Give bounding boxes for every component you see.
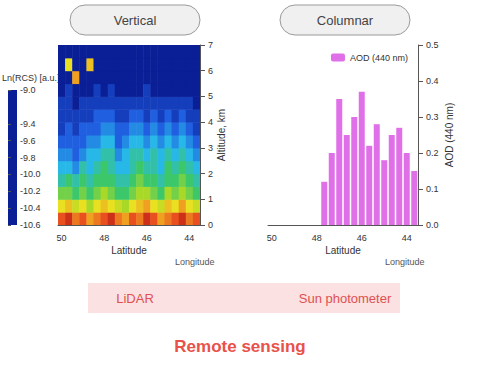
svg-text:2: 2 bbox=[208, 169, 213, 179]
svg-text:46: 46 bbox=[142, 233, 152, 243]
svg-text:-9.6: -9.6 bbox=[20, 136, 36, 146]
svg-text:7: 7 bbox=[208, 40, 213, 50]
svg-text:Ln(RCS) [a.u.]: Ln(RCS) [a.u.] bbox=[2, 73, 60, 83]
svg-text:-10.6: -10.6 bbox=[20, 220, 41, 230]
svg-text:46: 46 bbox=[357, 233, 367, 243]
svg-text:4: 4 bbox=[208, 117, 213, 127]
svg-text:Latitude: Latitude bbox=[111, 245, 147, 256]
svg-text:-10.2: -10.2 bbox=[20, 186, 41, 196]
svg-text:Sun photometer: Sun photometer bbox=[299, 291, 392, 306]
svg-text:6: 6 bbox=[208, 66, 213, 76]
svg-text:-9.8: -9.8 bbox=[20, 153, 36, 163]
svg-text:48: 48 bbox=[99, 233, 109, 243]
svg-text:1: 1 bbox=[208, 194, 213, 204]
svg-text:0.2: 0.2 bbox=[426, 148, 439, 158]
svg-text:AOD (440 nm): AOD (440 nm) bbox=[444, 103, 455, 167]
svg-text:Longitude: Longitude bbox=[385, 257, 425, 267]
svg-text:-10.0: -10.0 bbox=[20, 169, 41, 179]
svg-text:0.3: 0.3 bbox=[426, 112, 439, 122]
svg-text:3: 3 bbox=[208, 143, 213, 153]
svg-text:50: 50 bbox=[57, 233, 67, 243]
svg-text:44: 44 bbox=[184, 233, 194, 243]
svg-text:Remote sensing: Remote sensing bbox=[174, 337, 305, 356]
svg-text:LiDAR: LiDAR bbox=[116, 291, 154, 306]
svg-text:-9.0: -9.0 bbox=[20, 85, 36, 95]
svg-text:Columnar: Columnar bbox=[317, 13, 374, 28]
svg-text:AOD (440 nm): AOD (440 nm) bbox=[350, 53, 408, 63]
svg-text:0.1: 0.1 bbox=[426, 184, 439, 194]
svg-text:Latitude: Latitude bbox=[325, 245, 361, 256]
svg-text:-10.4: -10.4 bbox=[20, 203, 41, 213]
svg-text:0.5: 0.5 bbox=[426, 40, 439, 50]
svg-text:50: 50 bbox=[267, 233, 277, 243]
svg-text:Longitude: Longitude bbox=[175, 257, 215, 267]
svg-text:Vertical: Vertical bbox=[114, 13, 157, 28]
svg-text:Altitude, km: Altitude, km bbox=[216, 109, 227, 161]
svg-text:0.0: 0.0 bbox=[426, 220, 439, 230]
svg-text:0: 0 bbox=[208, 220, 213, 230]
svg-text:5: 5 bbox=[208, 91, 213, 101]
svg-text:44: 44 bbox=[402, 233, 412, 243]
svg-text:0.4: 0.4 bbox=[426, 76, 439, 86]
svg-text:-9.4: -9.4 bbox=[20, 119, 36, 129]
svg-text:48: 48 bbox=[312, 233, 322, 243]
